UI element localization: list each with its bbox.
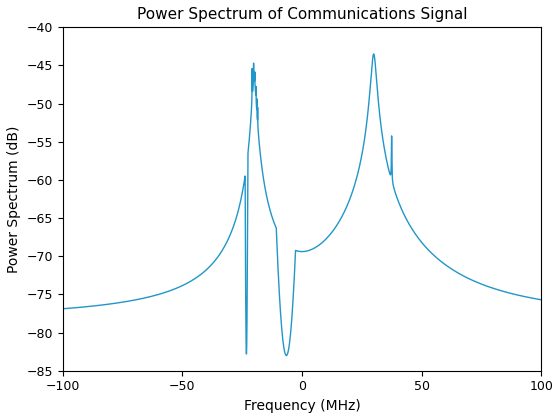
Y-axis label: Power Spectrum (dB): Power Spectrum (dB): [7, 125, 21, 273]
X-axis label: Frequency (MHz): Frequency (MHz): [244, 399, 360, 413]
Title: Power Spectrum of Communications Signal: Power Spectrum of Communications Signal: [137, 7, 467, 22]
